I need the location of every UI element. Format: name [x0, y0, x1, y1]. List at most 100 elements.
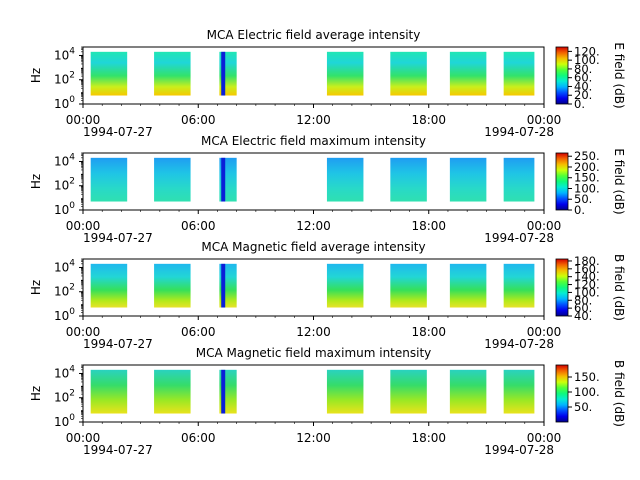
- data-block: [390, 157, 427, 202]
- colorbar-tick-label: 200.: [574, 160, 600, 174]
- colorbar: [555, 46, 569, 105]
- colorbar-tick-label: 160.: [574, 262, 600, 276]
- colorbar-tick-label: 50.: [574, 192, 592, 206]
- colorbar-label: B field (dB): [612, 254, 626, 321]
- x-tick-label: 00:00: [527, 431, 562, 445]
- data-block: [90, 263, 128, 308]
- data-block: [503, 263, 535, 308]
- y-axis-label: Hz: [29, 68, 43, 83]
- x-tick-label: 06:00: [181, 113, 216, 127]
- date-start-label: 1994-07-27: [83, 443, 153, 457]
- data-block: [390, 369, 427, 414]
- colorbar-label: E field (dB): [612, 148, 626, 214]
- x-tick-label: 00:00: [66, 219, 101, 233]
- x-tick-label: 00:00: [527, 113, 562, 127]
- data-block: [503, 157, 535, 202]
- data-block: [390, 51, 427, 96]
- data-spike: [221, 369, 226, 414]
- panel-title: MCA Magnetic field maximum intensity: [196, 346, 432, 360]
- y-tick-label: 102: [54, 389, 75, 405]
- y-tick-label: 100: [54, 201, 75, 217]
- x-tick-label: 06:00: [181, 219, 216, 233]
- colorbar: [555, 364, 569, 423]
- data-spike: [221, 51, 226, 96]
- colorbar-tick-label: 40.: [574, 309, 592, 323]
- data-block: [503, 369, 535, 414]
- x-tick-label: 00:00: [527, 325, 562, 339]
- x-tick-label: 12:00: [296, 113, 331, 127]
- date-end-label: 1994-07-28: [484, 337, 554, 351]
- y-tick-label: 104: [54, 46, 75, 62]
- data-block: [154, 263, 191, 308]
- data-block: [503, 51, 535, 96]
- data-block: [90, 157, 128, 202]
- x-tick-label: 12:00: [296, 219, 331, 233]
- colorbar-tick-label: 120.: [574, 278, 600, 292]
- colorbar-tick-label: 0.: [574, 97, 585, 111]
- x-tick-label: 18:00: [411, 219, 446, 233]
- date-end-label: 1994-07-28: [484, 231, 554, 245]
- x-tick-label: 12:00: [296, 325, 331, 339]
- colorbar-tick-label: 250.: [574, 149, 600, 163]
- y-axis-label: Hz: [29, 386, 43, 401]
- colorbar-tick-label: 80.: [574, 293, 592, 307]
- panel-title: MCA Electric field average intensity: [207, 28, 421, 42]
- panel-2: MCA Electric field maximum intensity 100 1…: [29, 134, 626, 245]
- y-axis-label: Hz: [29, 280, 43, 295]
- data-block: [154, 157, 191, 202]
- colorbar-tick-label: 60.: [574, 301, 592, 315]
- panel-title: MCA Electric field maximum intensity: [201, 134, 426, 148]
- y-tick-label: 104: [54, 152, 75, 168]
- data-block: [449, 157, 487, 202]
- date-start-label: 1994-07-27: [83, 337, 153, 351]
- panel-4: MCA Magnetic field maximum intensity 100 1…: [29, 346, 626, 457]
- colorbar-label: B field (dB): [612, 360, 626, 427]
- y-tick-label: 102: [54, 71, 75, 87]
- panel-1: MCA Electric field average intensity 100 1…: [29, 28, 626, 139]
- x-tick-label: 00:00: [66, 325, 101, 339]
- y-tick-label: 104: [54, 364, 75, 380]
- x-tick-label: 18:00: [411, 325, 446, 339]
- y-tick-label: 102: [54, 177, 75, 193]
- date-start-label: 1994-07-27: [83, 231, 153, 245]
- x-tick-label: 00:00: [527, 219, 562, 233]
- y-tick-label: 102: [54, 283, 75, 299]
- x-tick-label: 18:00: [411, 431, 446, 445]
- y-tick-label: 100: [54, 95, 75, 111]
- date-end-label: 1994-07-28: [484, 125, 554, 139]
- colorbar: [555, 152, 569, 211]
- x-tick-label: 00:00: [66, 431, 101, 445]
- data-block: [154, 51, 191, 96]
- date-start-label: 1994-07-27: [83, 125, 153, 139]
- y-tick-label: 100: [54, 413, 75, 429]
- colorbar-tick-label: 140.: [574, 270, 600, 284]
- data-block: [326, 157, 364, 202]
- x-tick-label: 06:00: [181, 431, 216, 445]
- colorbar-tick-label: 150.: [574, 171, 600, 185]
- colorbar-tick-label: 100.: [574, 181, 600, 195]
- colorbar-tick-label: 100.: [574, 53, 600, 67]
- colorbar-tick-label: 120.: [574, 44, 600, 58]
- data-block: [326, 51, 364, 96]
- y-tick-label: 100: [54, 307, 75, 323]
- panel-title: MCA Magnetic field average intensity: [201, 240, 425, 254]
- data-block: [449, 51, 487, 96]
- data-spike: [221, 157, 226, 202]
- colorbar-tick-label: 80.: [574, 62, 592, 76]
- colorbar-tick-label: 40.: [574, 79, 592, 93]
- data-block: [449, 263, 487, 308]
- x-tick-label: 12:00: [296, 431, 331, 445]
- date-end-label: 1994-07-28: [484, 443, 554, 457]
- colorbar-tick-label: 60.: [574, 71, 592, 85]
- y-axis-label: Hz: [29, 174, 43, 189]
- colorbar-tick-label: 50.: [574, 400, 592, 414]
- data-block: [90, 369, 128, 414]
- data-block: [90, 51, 128, 96]
- data-block: [326, 263, 364, 308]
- colorbar-tick-label: 0.: [574, 203, 585, 217]
- y-tick-label: 104: [54, 258, 75, 274]
- data-block: [449, 369, 487, 414]
- x-tick-label: 00:00: [66, 113, 101, 127]
- colorbar-tick-label: 180.: [574, 254, 600, 268]
- data-block: [326, 369, 364, 414]
